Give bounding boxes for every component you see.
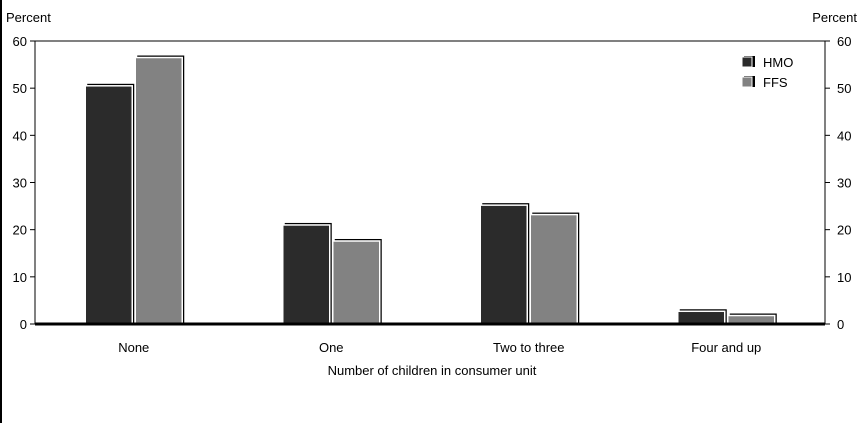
bar-ffs-1 bbox=[332, 240, 381, 325]
y-tick-label-right: 30 bbox=[837, 176, 851, 191]
y-tick-label-left: 20 bbox=[13, 223, 27, 238]
y-tick-label-right: 0 bbox=[837, 317, 844, 332]
y-tick-label-left: 30 bbox=[13, 176, 27, 191]
bar-ffs-0 bbox=[134, 56, 183, 325]
y-tick-label-right: 50 bbox=[837, 81, 851, 96]
x-axis-label: Number of children in consumer unit bbox=[328, 363, 537, 378]
bar-hmo-2 bbox=[479, 204, 528, 325]
y-ticks-right: 0 10 20 30 40 50 60 bbox=[825, 34, 851, 332]
x-tick-label: Two to three bbox=[493, 340, 565, 355]
y-tick-label-left: 40 bbox=[13, 128, 27, 143]
x-tick-label: Four and up bbox=[691, 340, 761, 355]
bar-hmo-3 bbox=[677, 310, 726, 325]
y-axis-label-left: Percent bbox=[6, 10, 51, 25]
y-tick-label-right: 10 bbox=[837, 270, 851, 285]
y-ticks-left: 0 10 20 30 40 50 60 bbox=[13, 34, 35, 332]
y-tick-label-left: 0 bbox=[20, 317, 27, 332]
x-tick-labels: None One Two to three Four and up bbox=[118, 340, 761, 355]
bars bbox=[84, 55, 777, 325]
x-tick-label: One bbox=[319, 340, 344, 355]
x-tick-label: None bbox=[118, 340, 149, 355]
legend: HMO FFS bbox=[741, 55, 793, 90]
legend-swatch-ffs bbox=[741, 76, 753, 88]
legend-label-ffs: FFS bbox=[763, 75, 788, 90]
bar-ffs-2 bbox=[529, 213, 578, 325]
legend-swatch-hmo bbox=[741, 56, 753, 68]
y-tick-label-right: 40 bbox=[837, 128, 851, 143]
bar-hmo-1 bbox=[282, 224, 331, 325]
y-tick-label-left: 60 bbox=[13, 34, 27, 49]
bar-hmo-0 bbox=[84, 85, 133, 325]
y-axis-label-right: Percent bbox=[812, 10, 857, 25]
y-tick-label-left: 10 bbox=[13, 270, 27, 285]
y-tick-label-left: 50 bbox=[13, 81, 27, 96]
y-tick-label-right: 20 bbox=[837, 223, 851, 238]
y-tick-label-right: 60 bbox=[837, 34, 851, 49]
legend-label-hmo: HMO bbox=[763, 55, 793, 70]
